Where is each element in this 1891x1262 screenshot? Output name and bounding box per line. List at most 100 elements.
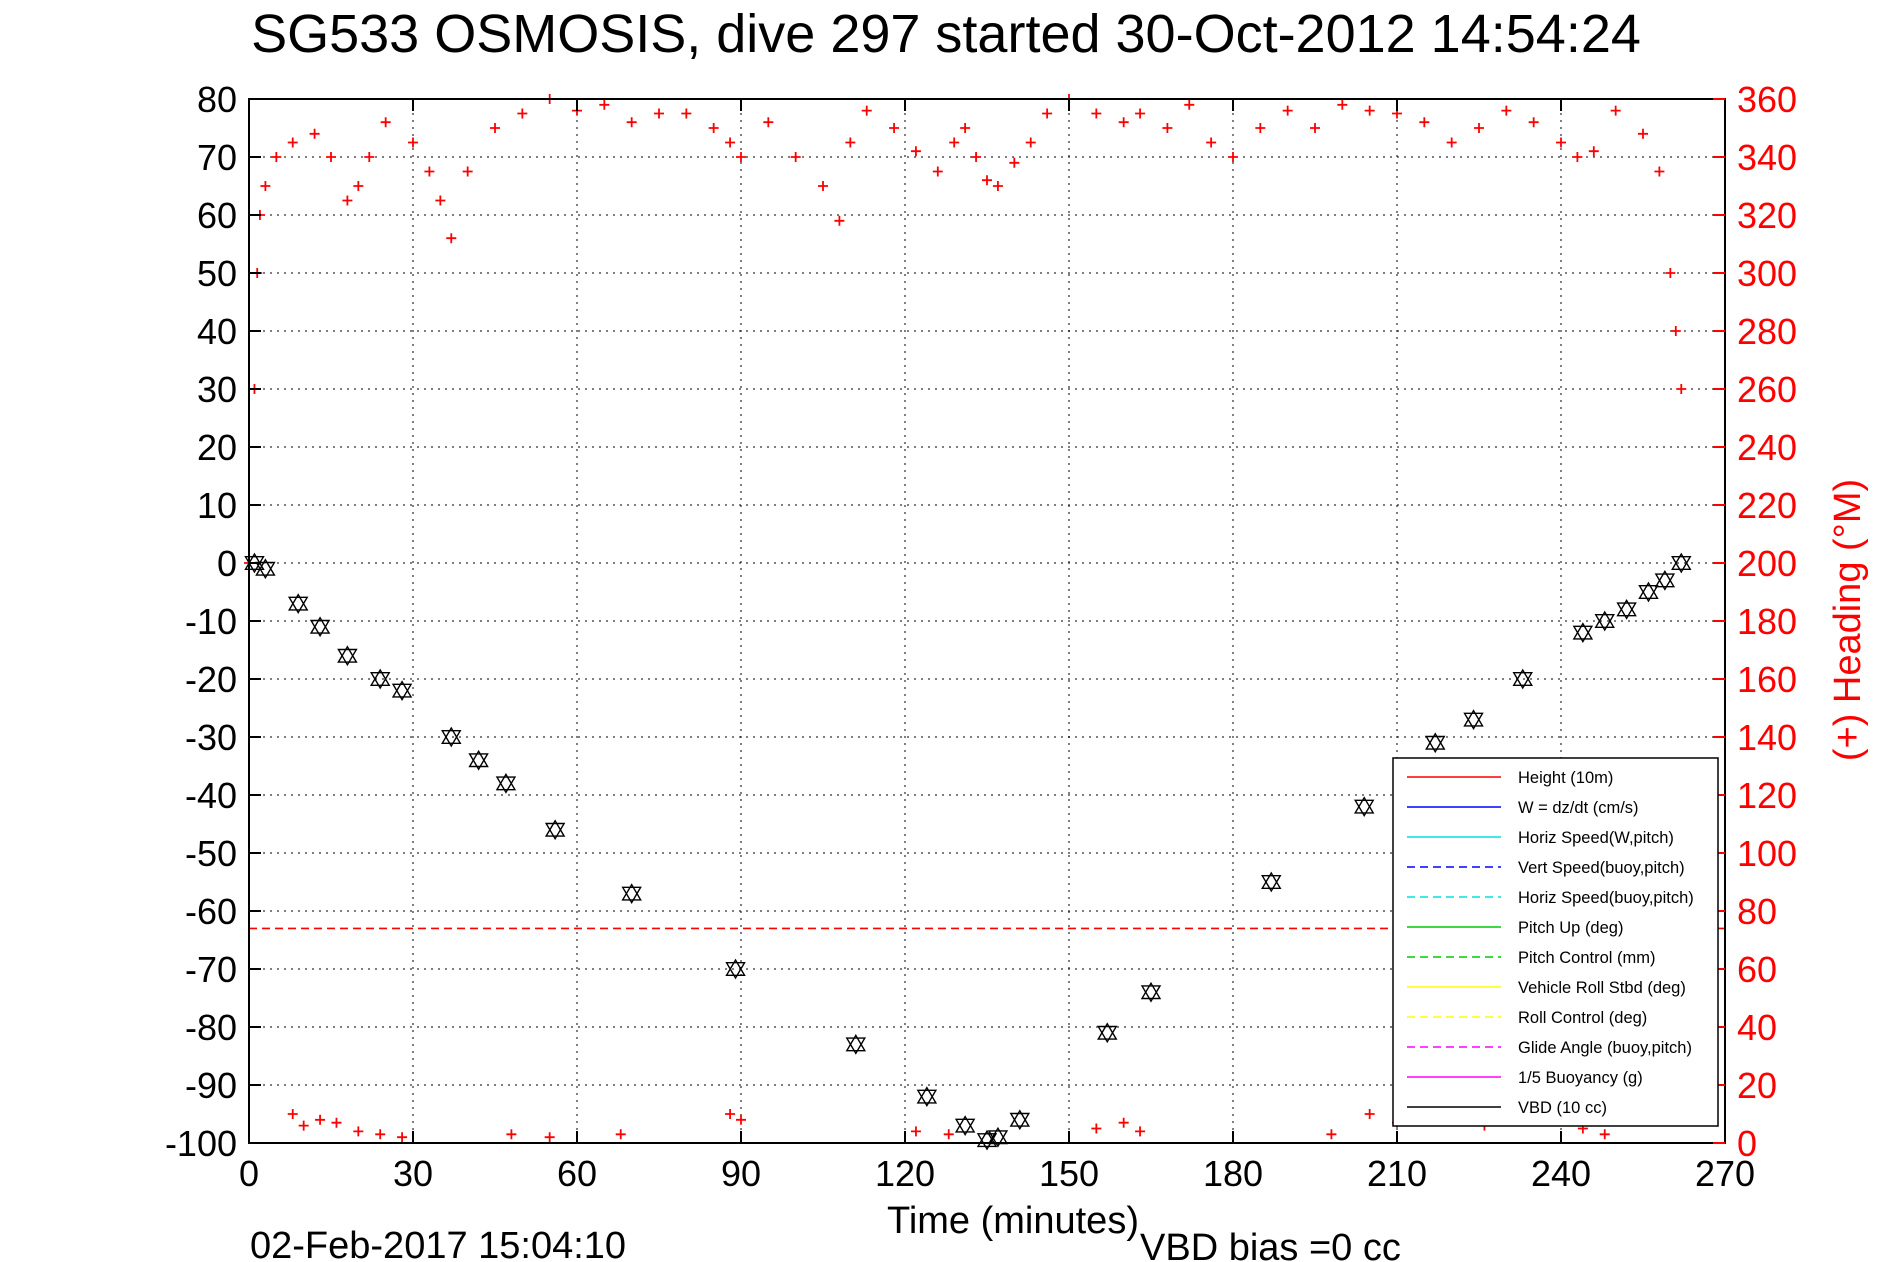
heading-point <box>932 166 943 177</box>
marker-triangle-down <box>391 683 413 701</box>
heading-point <box>1654 166 1665 177</box>
heading-point <box>1501 105 1512 116</box>
marker-triangle-down <box>255 561 276 580</box>
heading-point <box>736 152 746 162</box>
heading-point <box>1670 326 1681 336</box>
legend-label-w-dz-dt-cm-s: W = dz/dt (cm/s) <box>1518 799 1639 817</box>
heading-point <box>446 233 457 244</box>
marker-triangle-down <box>1353 799 1375 817</box>
y-tick-label-13: 30 <box>197 369 237 410</box>
marker-triangle-up <box>1616 599 1637 617</box>
heading-point <box>517 108 528 119</box>
heading-point <box>626 117 637 128</box>
heading-point-low <box>1118 1117 1129 1128</box>
y2-tick-label-5: 100 <box>1737 833 1797 874</box>
heading-point <box>681 108 692 119</box>
y2-tick-label-17: 340 <box>1737 137 1797 178</box>
marker-triangle-up <box>337 645 358 663</box>
heading-point <box>790 152 801 162</box>
marker-triangle-down <box>337 648 358 667</box>
heading-point <box>599 99 610 110</box>
marker-triangle-down <box>468 753 489 771</box>
y-tick-label-2: -80 <box>185 1007 237 1048</box>
heading-point <box>1676 384 1687 394</box>
y-tick-label-9: -10 <box>185 601 237 642</box>
heading-point-low <box>353 1126 364 1137</box>
heading-point-low <box>1091 1123 1102 1134</box>
x-tick-label-6: 180 <box>1203 1153 1263 1194</box>
marker-triangle-up <box>391 680 413 698</box>
heading-point <box>949 137 960 148</box>
x-axis-label: Time (minutes) <box>887 1200 1139 1242</box>
heading-point-low <box>1135 1126 1146 1137</box>
footer-timestamp: 02-Feb-2017 15:04:10 <box>250 1225 626 1262</box>
y-tick-label-10: 0 <box>217 543 237 584</box>
heading-point-low <box>315 1114 326 1125</box>
heading-point-low <box>615 1129 626 1140</box>
y-tick-label-4: -60 <box>185 891 237 932</box>
legend-label-horiz-speed-w-pitch: Horiz Speed(W,pitch) <box>1518 829 1674 847</box>
heading-point <box>435 195 446 206</box>
heading-point <box>1364 105 1375 116</box>
y-tick-label-11: 10 <box>197 485 237 526</box>
marker-triangle-up <box>621 883 642 901</box>
heading-point <box>1474 123 1484 133</box>
marker-triangle-up <box>309 616 331 634</box>
heading-point <box>861 105 872 116</box>
heading-point <box>1206 137 1217 148</box>
legend-label-vbd-10-cc: VBD (10 cc) <box>1518 1099 1607 1117</box>
y2-tick-label-6: 120 <box>1737 775 1797 816</box>
marker-triangle-up <box>495 773 517 791</box>
marker-triangle-down <box>1594 614 1615 632</box>
heading-point <box>260 181 271 191</box>
y2-tick-label-3: 60 <box>1737 949 1777 990</box>
legend-label-1-5-buoyancy-g: 1/5 Buoyancy (g) <box>1518 1069 1643 1087</box>
heading-point <box>654 108 664 119</box>
x-tick-label-4: 120 <box>875 1153 935 1194</box>
marker-triangle-up <box>1654 570 1676 588</box>
x-tick-label-2: 60 <box>557 1153 597 1194</box>
x-tick-label-0: 0 <box>239 1153 259 1194</box>
marker-triangle-down <box>544 822 566 841</box>
marker-triangle-down <box>1425 735 1446 754</box>
heading-point <box>1162 123 1173 133</box>
marker-triangle-down <box>369 672 391 690</box>
y2-tick-label-2: 40 <box>1737 1007 1777 1048</box>
heading-point <box>982 175 992 186</box>
heading-point-low <box>397 1132 408 1143</box>
heading-point <box>834 215 845 226</box>
y-tick-label-1: -90 <box>185 1065 237 1106</box>
heading-point <box>364 152 375 162</box>
heading-point <box>287 137 298 148</box>
marker-triangle-up <box>1261 871 1282 889</box>
marker-triangle-down <box>621 886 642 904</box>
marker-triangle-up <box>1009 1109 1031 1127</box>
marker-triangle-up <box>1572 622 1594 640</box>
heading-point <box>845 137 856 148</box>
legend-label-vert-speed-buoy-pitch: Vert Speed(buoy,pitch) <box>1518 859 1685 877</box>
heading-point <box>342 195 353 206</box>
heading-point-low <box>287 1109 298 1119</box>
heading-point <box>1184 99 1195 110</box>
heading-point <box>353 181 364 191</box>
y-tick-label-18: 80 <box>197 79 237 120</box>
heading-point <box>1610 105 1621 116</box>
marker-triangle-down <box>845 1037 867 1055</box>
heading-point <box>889 123 900 133</box>
y-tick-label-12: 20 <box>197 427 237 468</box>
heading-point-low <box>375 1129 386 1140</box>
marker-triangle-up <box>916 1086 938 1104</box>
heading-point <box>1282 105 1293 116</box>
y2-tick-label-11: 220 <box>1737 485 1797 526</box>
y-tick-label-0: -100 <box>165 1123 237 1164</box>
marker-triangle-down <box>1097 1025 1118 1044</box>
y-tick-label-6: -40 <box>185 775 237 816</box>
heading-point-low <box>331 1117 342 1128</box>
y2-tick-label-4: 80 <box>1737 891 1777 932</box>
marker-triangle-up <box>1638 581 1659 599</box>
marker-triangle-down <box>916 1089 938 1107</box>
y2-tick-label-10: 200 <box>1737 543 1797 584</box>
marker-triangle-up <box>468 749 489 768</box>
marker-triangle-up <box>1512 668 1533 686</box>
